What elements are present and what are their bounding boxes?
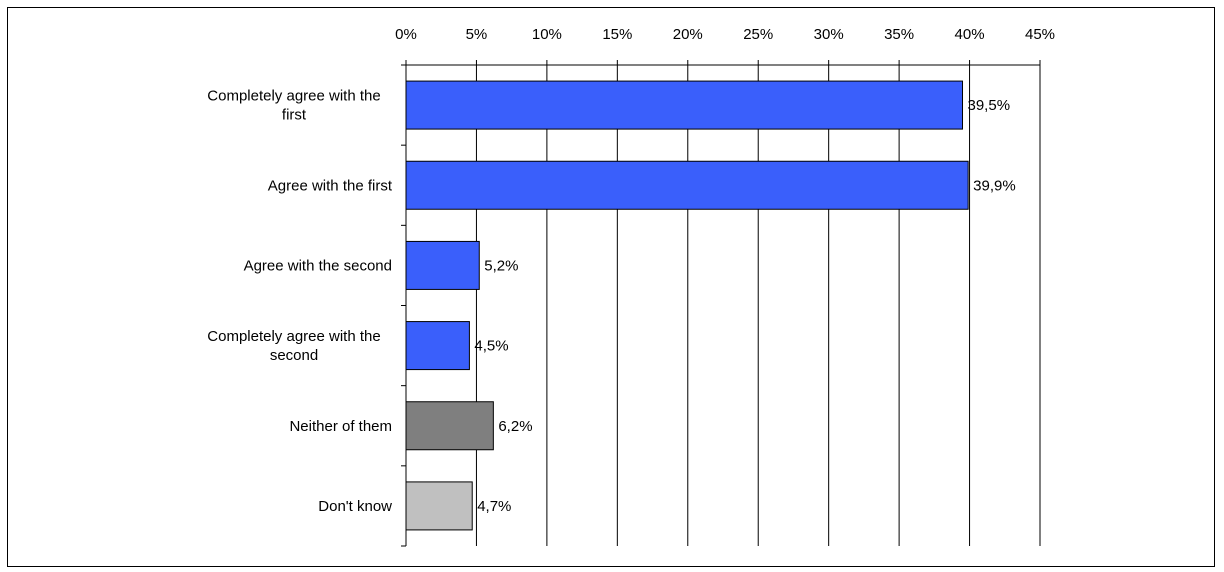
x-tick-label: 10%: [532, 26, 562, 43]
category-label-line: Agree with the first: [268, 177, 393, 194]
axes: [401, 60, 1041, 547]
category-label-line: Agree with the second: [244, 257, 392, 274]
category-label-line: Completely agree with the: [207, 88, 380, 105]
category-label-line: Neither of them: [289, 418, 392, 435]
x-tick-labels: 0% 5% 10% 15% 20% 25% 30% 35% 40% 45%: [395, 26, 1055, 43]
category-label-line: Completely agree with the: [207, 328, 380, 345]
x-tick-label: 15%: [602, 26, 632, 43]
category-label: Agree with the second: [244, 257, 392, 274]
data-label: 5,2%: [484, 257, 518, 274]
data-label: 39,9%: [973, 177, 1016, 194]
grid-lines: [475, 65, 1041, 546]
category-label: Neither of them: [289, 418, 392, 435]
x-tick-label: 35%: [884, 26, 914, 43]
category-label: Agree with the first: [268, 177, 393, 194]
bar-5: [405, 481, 473, 531]
x-tick-label: 30%: [814, 26, 844, 43]
x-tick-label: 45%: [1025, 26, 1055, 43]
chart-frame: 0% 5% 10% 15% 20% 25% 30% 35% 40% 45% Completely …: [7, 7, 1215, 567]
data-labels: 39,5% 39,9% 5,2% 4,5% 6,2% 4,7%: [474, 97, 1015, 515]
bar-1: [405, 160, 969, 210]
bar-2: [405, 240, 480, 290]
data-label: 4,5%: [474, 338, 508, 355]
x-tick-label: 5%: [466, 26, 488, 43]
x-tick-label: 20%: [673, 26, 703, 43]
category-label-line: second: [270, 347, 318, 364]
x-tick-label: 25%: [743, 26, 773, 43]
category-label: Don't know: [318, 498, 392, 515]
category-label-line: Don't know: [318, 498, 392, 515]
bar-3: [405, 321, 470, 371]
bar-4: [405, 401, 494, 451]
x-tick-label: 0%: [395, 26, 417, 43]
data-label: 4,7%: [477, 498, 511, 515]
category-label-line: first: [282, 107, 307, 124]
data-label: 6,2%: [498, 418, 532, 435]
category-label: Completely agree with the first: [207, 88, 380, 124]
category-label: Completely agree with the second: [207, 328, 380, 364]
bars: [405, 80, 969, 531]
category-labels: Completely agree with the first Agree with…: [207, 88, 393, 515]
bar-chart: 0% 5% 10% 15% 20% 25% 30% 35% 40% 45% Completely …: [207, 26, 1055, 547]
x-tick-label: 40%: [955, 26, 985, 43]
bar-0: [405, 80, 964, 130]
data-label: 39,5%: [968, 97, 1011, 114]
